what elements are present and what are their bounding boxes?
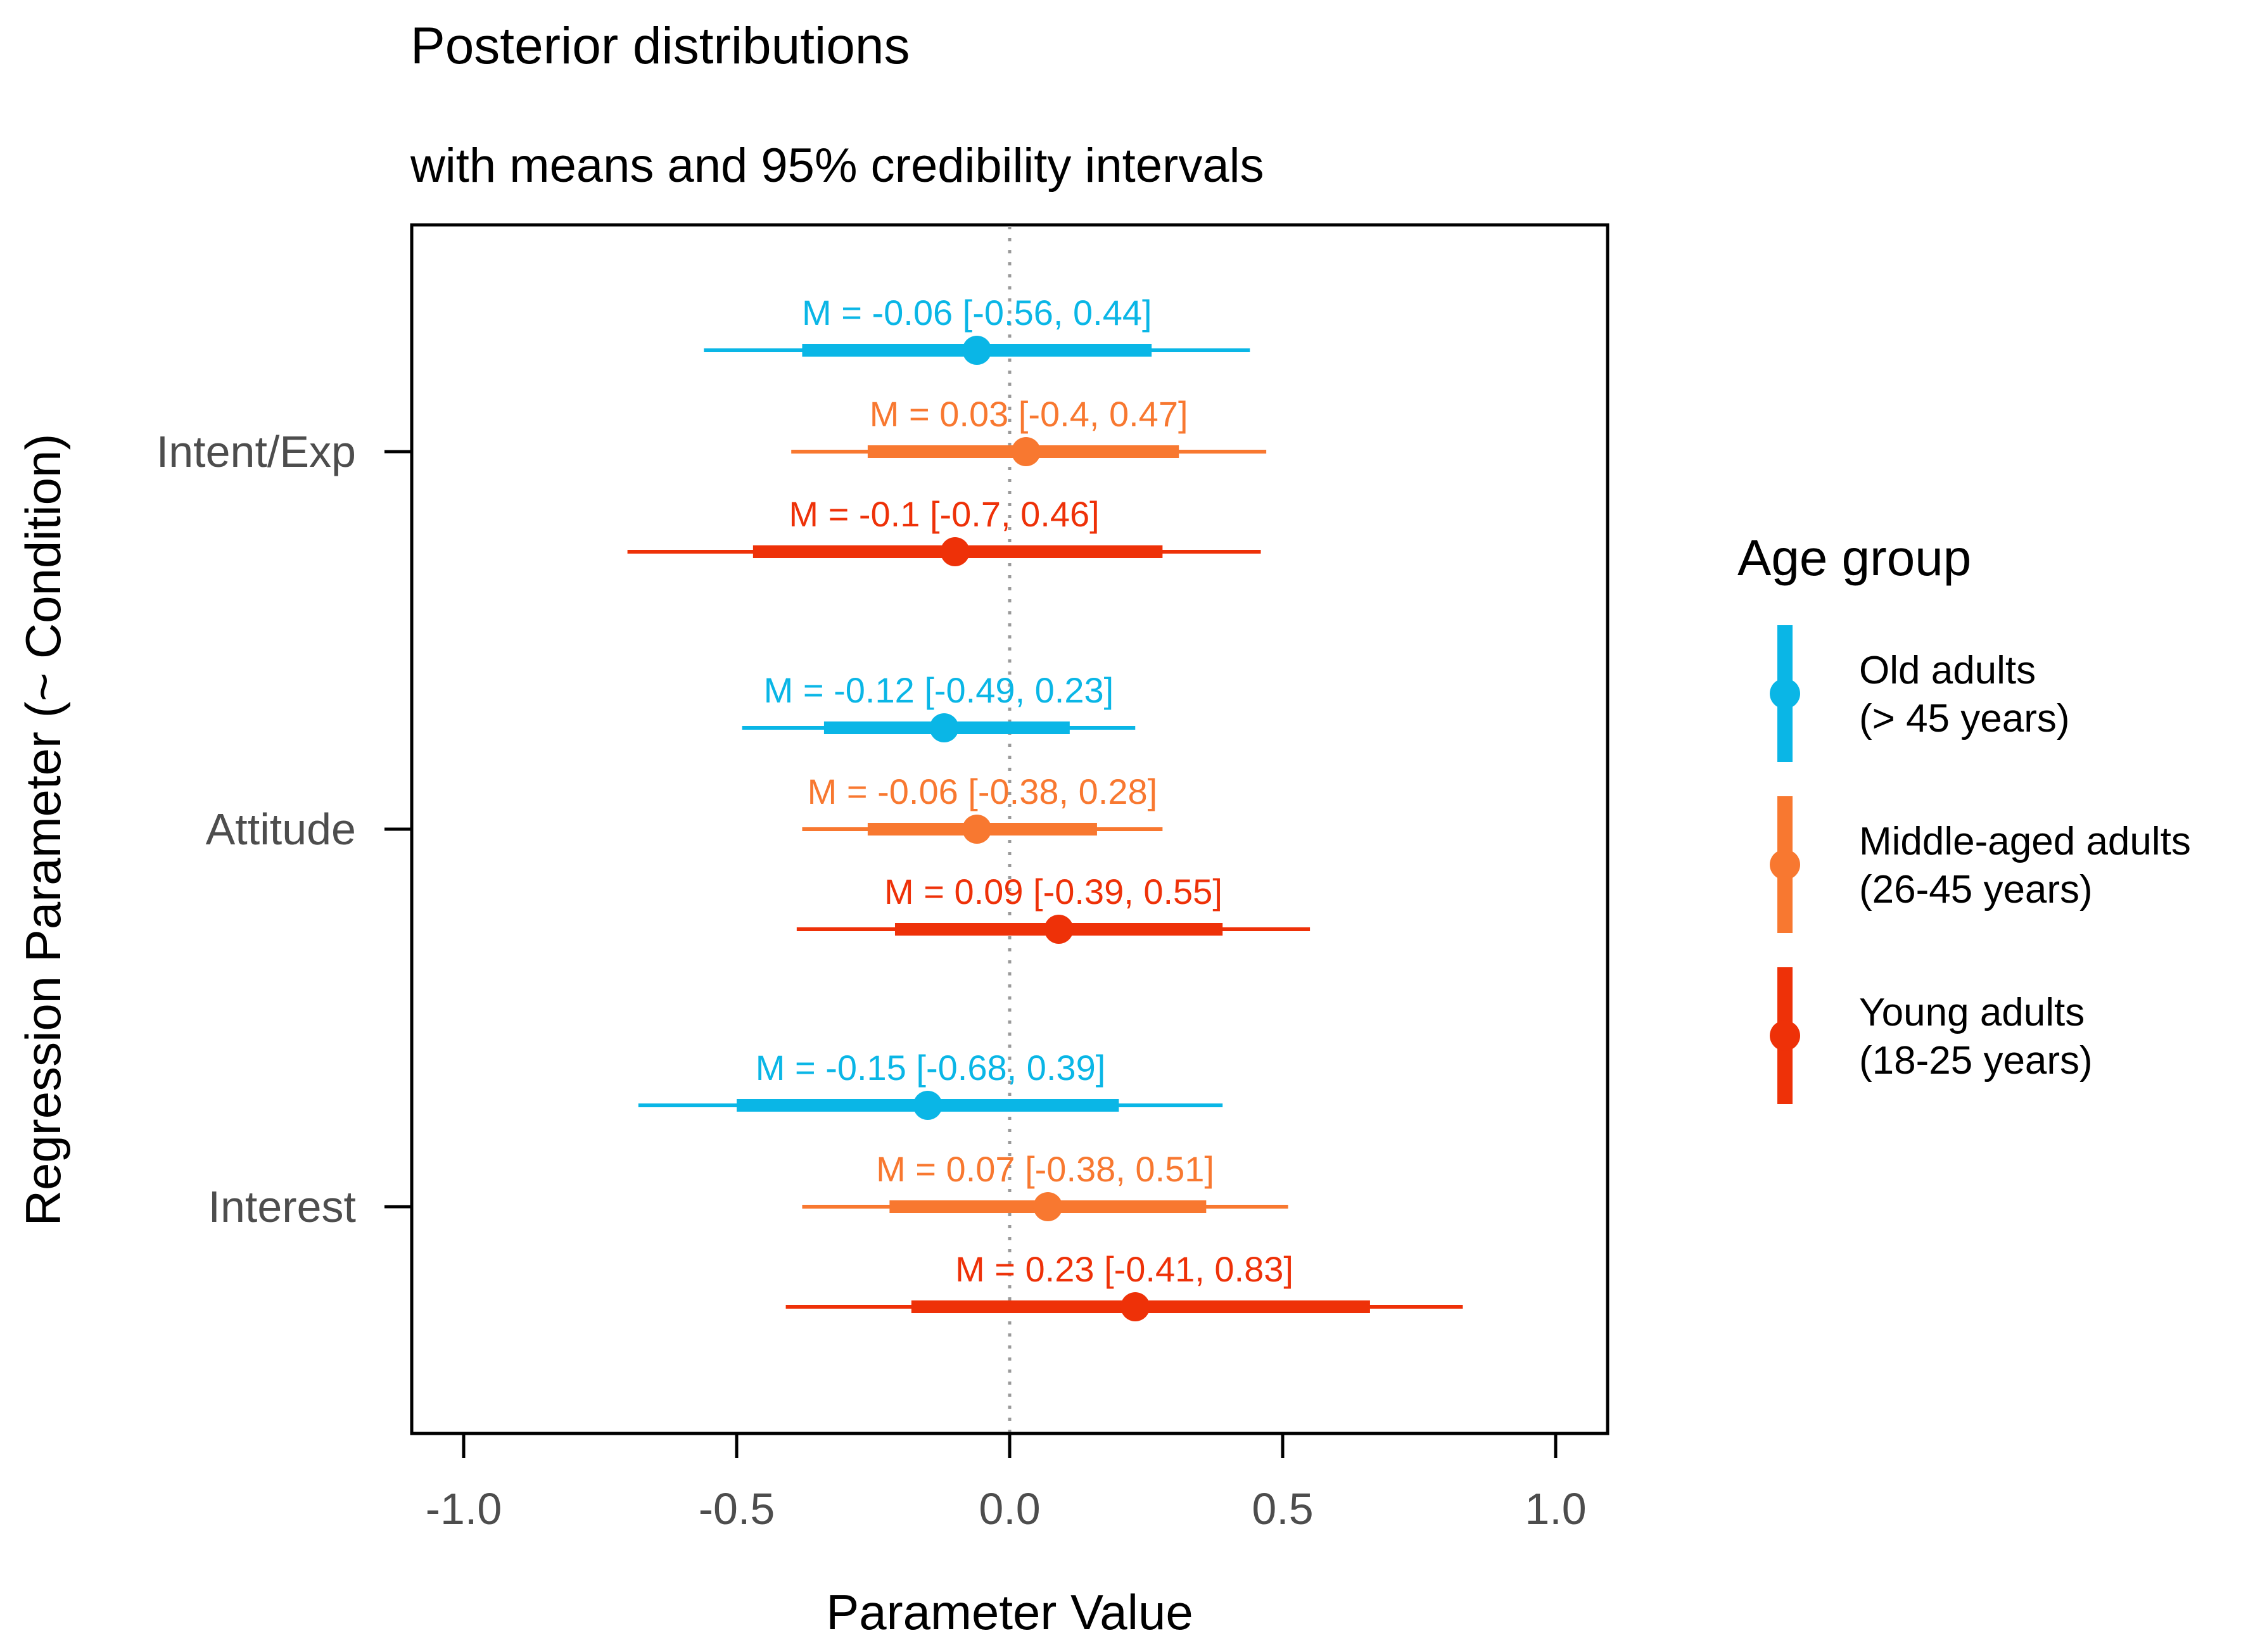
legend-label-range: (26-45 years) [1859,868,2093,912]
interval-group: M = 0.03 [-0.4, 0.47] [791,394,1267,466]
x-tick-label: 1.0 [1525,1484,1586,1534]
interval-group: M = -0.1 [-0.7, 0.46] [627,494,1261,566]
interval-group: M = -0.06 [-0.38, 0.28] [802,772,1163,844]
mean-point [929,713,959,742]
mean-point [1120,1292,1150,1321]
y-axis-title: Regression Parameter (~ Condition) [15,434,71,1226]
legend: Age group Old adults (> 45 years) Middle-a… [1737,530,2191,1104]
legend-item-young: Young adults (18-25 years) [1770,967,2093,1104]
chart-title: Posterior distributions [410,17,910,75]
chart-subtitle: with means and 95% credibility intervals [410,139,1264,193]
x-axis: -1.0 -0.5 0.0 0.5 1.0 [412,1432,1608,1534]
mean-point [913,1091,943,1120]
y-axis: Intent/Exp Attitude Interest [156,427,412,1231]
interval-label: M = 0.09 [-0.39, 0.55] [884,872,1222,912]
interval-marks: M = -0.06 [-0.56, 0.44] M = -0.12 [-0.49,… [627,293,1463,1321]
mean-point [1033,1192,1063,1221]
x-tick-label: -1.0 [426,1484,502,1534]
legend-item-middle: Middle-aged adults (26-45 years) [1770,796,2191,933]
legend-label-name: Old adults [1859,649,2036,692]
legend-key-point [1770,1020,1800,1051]
interval-label: M = 0.03 [-0.4, 0.47] [870,394,1188,434]
interval-label: M = -0.06 [-0.38, 0.28] [808,772,1158,811]
mean-point [1044,915,1074,944]
interval-label: M = -0.1 [-0.7, 0.46] [789,494,1099,534]
interval-label: M = -0.15 [-0.68, 0.39] [756,1048,1106,1088]
legend-label-range: (18-25 years) [1859,1039,2093,1083]
mean-point [1011,437,1041,466]
legend-label-name: Middle-aged adults [1859,820,2191,863]
interval-label: M = -0.06 [-0.56, 0.44] [802,293,1152,333]
mean-point [940,537,970,566]
interval-label: M = -0.12 [-0.49, 0.23] [764,670,1114,710]
y-tick-label: Intent/Exp [156,427,356,476]
interval-group: M = -0.15 [-0.68, 0.39] [638,1048,1223,1120]
legend-key-point [1770,678,1800,709]
mean-point [962,815,992,844]
legend-label-name: Young adults [1859,991,2085,1034]
y-tick-label: Attitude [206,804,356,854]
interval-group: M = 0.23 [-0.41, 0.83] [785,1249,1463,1321]
x-tick-label: -0.5 [699,1484,775,1534]
y-tick-label: Interest [208,1182,356,1231]
legend-item-old: Old adults (> 45 years) [1770,625,2070,762]
legend-label-range: (> 45 years) [1859,697,2070,740]
interval-group: M = -0.12 [-0.49, 0.23] [742,670,1136,742]
interval-label: M = 0.07 [-0.38, 0.51] [876,1149,1214,1189]
x-tick-label: 0.0 [979,1484,1040,1534]
interval-group: M = 0.07 [-0.38, 0.51] [802,1149,1288,1221]
legend-title: Age group [1737,530,1971,586]
mean-point [962,336,992,365]
interval-group: M = 0.09 [-0.39, 0.55] [796,872,1311,944]
x-axis-title: Parameter Value [826,1584,1193,1640]
x-tick-label: 0.5 [1252,1484,1313,1534]
interval-group: M = -0.06 [-0.56, 0.44] [704,293,1250,365]
interval-label: M = 0.23 [-0.41, 0.83] [955,1249,1293,1289]
legend-key-point [1770,849,1800,880]
